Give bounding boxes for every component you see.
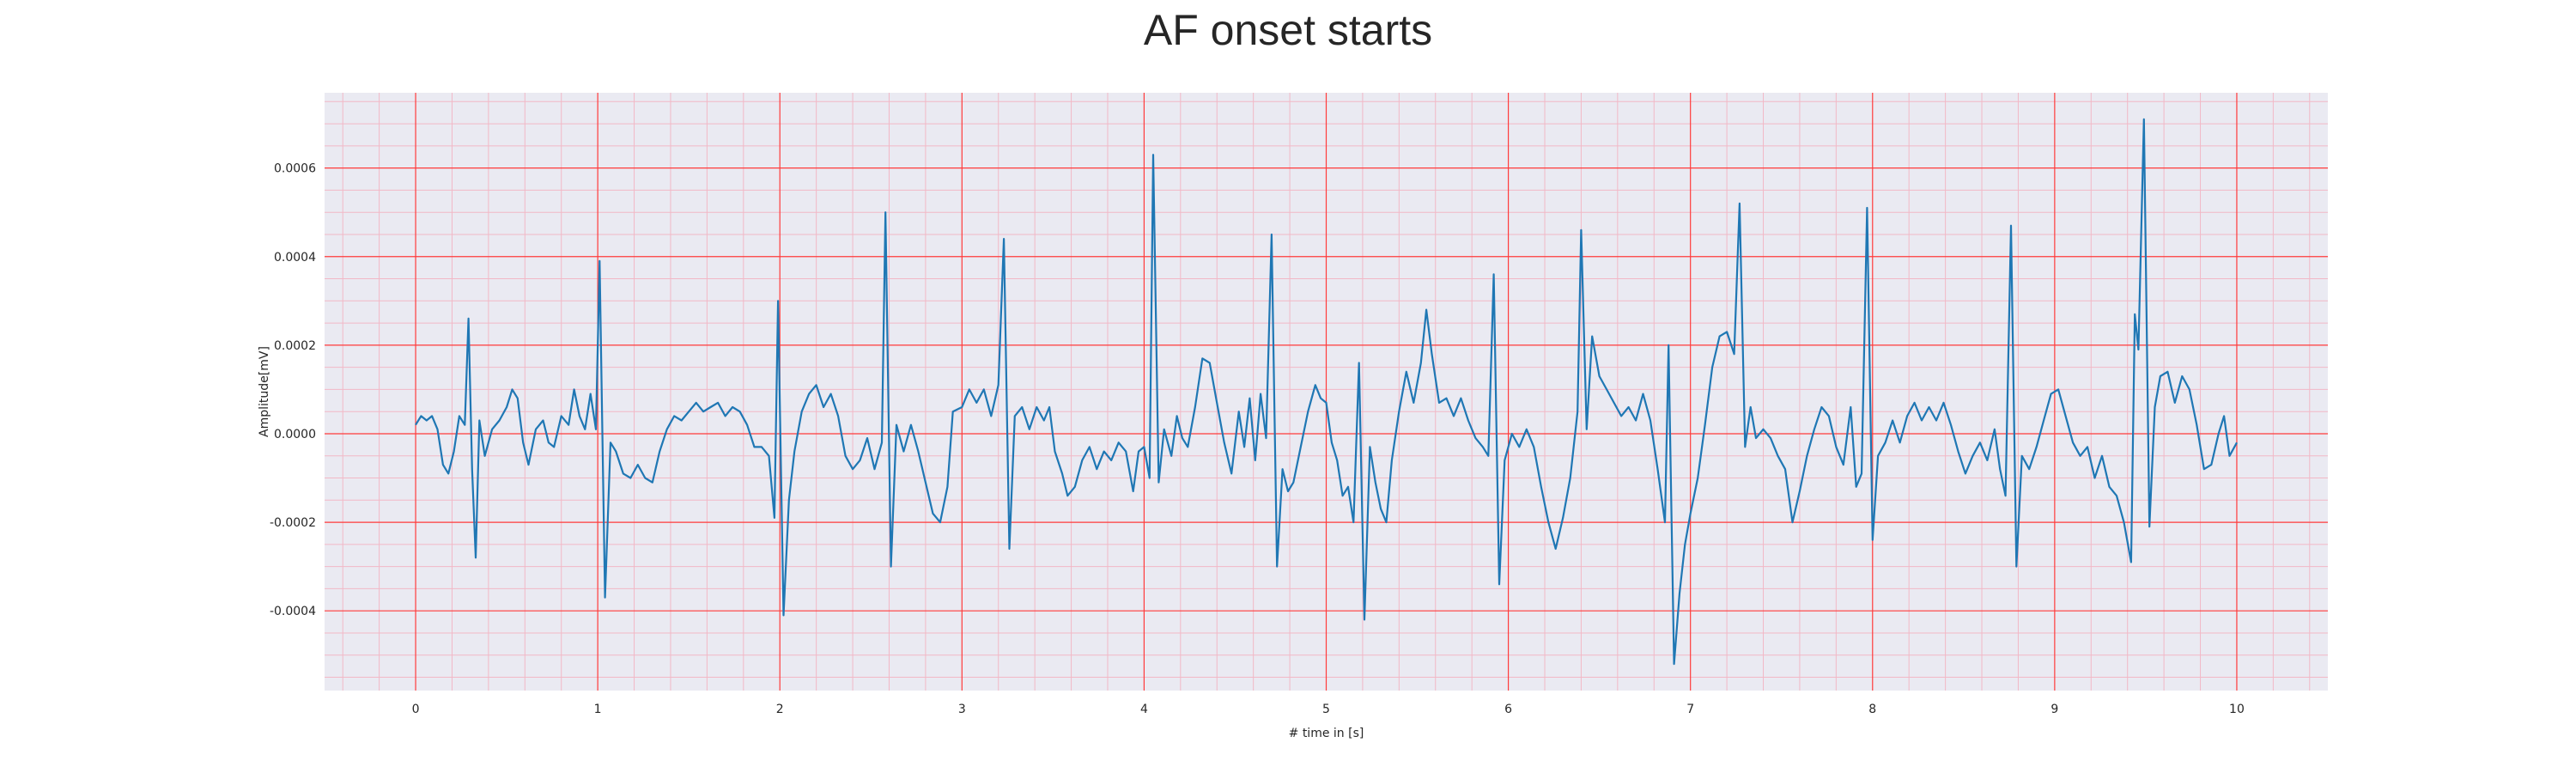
y-tick-label: 0.0002: [274, 339, 316, 353]
x-tick-label: 1: [594, 703, 602, 716]
y-tick-label: -0.0002: [270, 516, 316, 530]
x-tick-label: 2: [776, 703, 784, 716]
y-tick-label: 0.0004: [274, 251, 316, 265]
x-tick-label: 8: [1868, 703, 1876, 716]
series-line: [415, 118, 2238, 666]
major-grid: [325, 93, 2328, 691]
x-tick-label: 7: [1686, 703, 1694, 716]
x-tick-label: 6: [1504, 703, 1512, 716]
x-tick-label: 0: [412, 703, 420, 716]
x-tick-label: 3: [958, 703, 966, 716]
x-tick-label: 10: [2229, 703, 2245, 716]
x-tick-label: 9: [2050, 703, 2058, 716]
y-tick-labels: -0.0004 -0.0002 0.0000 0.0002 0.0004 0.0006: [270, 162, 316, 619]
y-tick-label: -0.0004: [270, 605, 316, 618]
y-tick-label: 0.0000: [274, 428, 316, 441]
x-tick-label: 5: [1322, 703, 1330, 716]
chart-title: AF onset starts: [1143, 6, 1433, 54]
y-tick-label: 0.0006: [274, 162, 316, 176]
x-axis-label: # time in [s]: [1289, 727, 1364, 740]
x-tick-label: 4: [1140, 703, 1148, 716]
y-axis-label: Amplitude[mV]: [258, 346, 271, 437]
x-tick-labels: 0 1 2 3 4 5 6 7 8 9 10: [412, 703, 2245, 716]
